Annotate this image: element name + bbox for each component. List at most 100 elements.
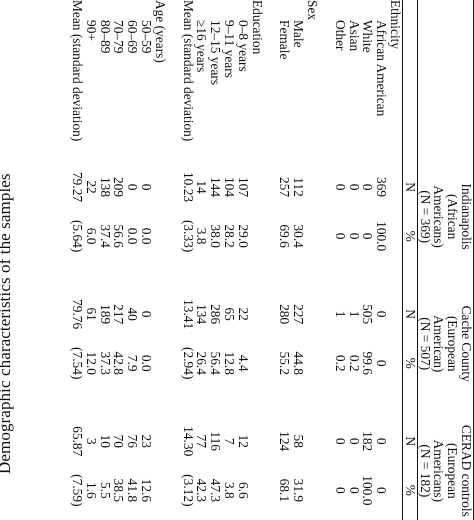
percent-value: 0 [346, 487, 362, 494]
spacer-row [167, 0, 181, 520]
column-gap [347, 266, 361, 295]
table-row: ≥16 years 14 3.8 134 26.4 77 42.3 [194, 0, 210, 520]
table-row: White 0 0 505 99.6 182 100.0 [360, 0, 376, 520]
row-label: 9–11 years [222, 20, 238, 78]
percent-value: 37.3 [97, 351, 113, 375]
n-value: 0 [332, 437, 348, 445]
n-value: 1 [332, 310, 348, 318]
percent-value: 99.6 [360, 351, 376, 375]
n-value: 0 [374, 437, 390, 445]
group-header-line: (European [445, 315, 461, 372]
group-header-line: American) [431, 315, 447, 373]
percent-value: 68.1 [277, 478, 293, 503]
group-header-row: Indianapolis (African Americans) (N = 36… [417, 0, 474, 520]
percent-value: 6.6 [235, 481, 251, 499]
column-gap [347, 393, 361, 422]
percent-value: 29.0 [235, 224, 251, 248]
n-value: 76 [125, 434, 141, 448]
n-value: 65 [222, 307, 238, 321]
group-header-cache-county: Cache County (European American) (N = 50… [417, 295, 474, 393]
percent-value: 3.8 [222, 481, 238, 499]
column-gap [222, 393, 236, 422]
n-value: 138 [97, 176, 113, 198]
row-label: White [360, 20, 376, 53]
table-row: 50–59 0 0.0 0 0.0 23 12.6 [139, 0, 155, 520]
n-value: 209 [111, 176, 127, 198]
percent-value: 12.0 [83, 351, 99, 375]
column-gap [112, 393, 126, 422]
section-title: Sex [305, 0, 321, 21]
group-header-indianapolis: Indianapolis (African Americans) (N = 36… [417, 168, 474, 266]
n-value: 144 [208, 176, 224, 198]
percent-column-header: % [402, 357, 418, 369]
row-label: 70–79 [111, 20, 127, 54]
column-gap [98, 266, 112, 295]
percent-value: 0 [374, 359, 390, 367]
percent-value: 28.2 [222, 224, 238, 248]
n-value: 217 [111, 304, 127, 325]
column-gap [125, 393, 139, 422]
group-header-line: (N = 507) [417, 317, 433, 371]
column-gap [84, 393, 98, 422]
table-body: Ethnicity African American 369 100.0 0 0 0 0 Whi… [70, 0, 404, 520]
n-value: 23 [139, 434, 155, 448]
column-gap [291, 266, 305, 295]
percent-value: 5.5 [97, 481, 113, 499]
column-gap [208, 393, 222, 422]
row-label: African American [374, 20, 390, 117]
column-gap [195, 266, 209, 295]
mean-row: Mean (standard deviation) 79.27 (5.64) 79.7… [70, 0, 86, 520]
percent-value: (5.64) [70, 219, 86, 253]
group-header-line: (N = 369) [417, 190, 433, 244]
percent-value: 31.9 [291, 478, 307, 503]
percent-value: 0.2 [346, 354, 362, 372]
percent-value: 42.3 [194, 478, 210, 503]
n-value: 79.27 [70, 171, 86, 203]
row-label: Mean (standard deviation) [70, 0, 86, 142]
column-gap [84, 266, 98, 295]
section-title: Ethnicity [388, 0, 404, 50]
table-row: 80–89 138 37.4 189 37.3 10 5.5 [97, 0, 113, 520]
group-header-line: (European [445, 442, 461, 499]
group-header-line: Indianapolis [459, 183, 474, 250]
n-value: 0 [332, 183, 348, 191]
percent-column-header: % [402, 484, 418, 496]
table-container: Indianapolis (African Americans) (N = 36… [24, 0, 474, 520]
column-gap [361, 266, 375, 295]
n-value: 7 [222, 437, 238, 445]
column-gap [181, 393, 195, 422]
section-title-row: Ethnicity [388, 0, 404, 520]
percent-value: 0 [360, 232, 376, 240]
n-value: 280 [277, 304, 293, 325]
percent-value: 12.8 [222, 351, 238, 375]
column-gap [291, 393, 305, 422]
n-value: 227 [291, 304, 307, 325]
table-row: Asian 0 0 1 0.2 0 0 [346, 0, 362, 520]
percent-value: (3.33) [180, 219, 196, 253]
percent-value: 6.0 [83, 227, 99, 245]
table-row: African American 369 100.0 0 0 0 0 [374, 0, 390, 520]
column-gap [222, 266, 236, 295]
column-gap [278, 266, 292, 295]
n-value: 10 [97, 434, 113, 448]
row-label: Other [332, 20, 348, 51]
n-column-header: N [402, 309, 418, 319]
percent-value: 12.6 [139, 478, 155, 503]
row-label: 12–15 years [208, 20, 224, 86]
percent-value: 0 [374, 487, 390, 494]
table-row: Female 257 69.6 280 55.2 124 68.1 [277, 0, 293, 520]
section-title-row: Age (years) [152, 0, 168, 520]
row-label: 50–59 [139, 20, 155, 54]
section-title: Age (years) [152, 0, 168, 63]
table-row: 60–69 0 0.0 40 7.9 76 41.8 [125, 0, 141, 520]
percent-value: 30.4 [291, 224, 307, 248]
column-gap [208, 266, 222, 295]
mean-row: Mean (standard deviation) 10.23 (3.33) 13.4… [180, 0, 196, 520]
percent-value: (7.59) [70, 474, 86, 507]
column-gap [374, 393, 388, 422]
group-header-line: CERAD controls [459, 424, 474, 517]
table-row: 0–8 years 107 29.0 22 4.4 12 6.6 [235, 0, 251, 520]
n-value: 14 [194, 180, 210, 194]
column-gap [139, 393, 153, 422]
group-header-line: (N = 182) [417, 444, 433, 498]
